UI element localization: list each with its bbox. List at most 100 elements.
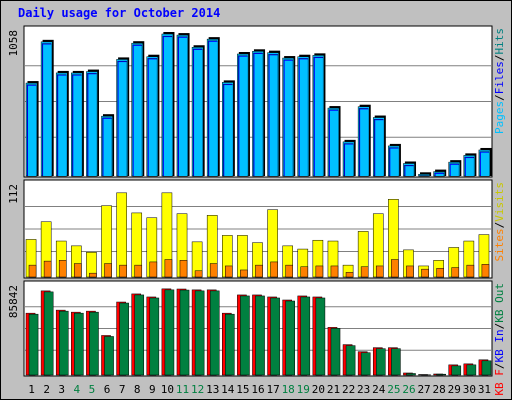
kb-in-bar xyxy=(406,373,416,376)
legend-visits-sites: Sites/Visits xyxy=(493,182,506,262)
chart-title: Daily usage for October 2014 xyxy=(18,6,221,20)
kb-in-bar xyxy=(104,336,114,376)
pages-bar xyxy=(284,60,293,176)
legend-kbytes: KB F/KB In/KB Out xyxy=(493,283,506,396)
pages-bar xyxy=(239,56,248,177)
x-tick-label: 31 xyxy=(478,383,491,396)
pages-bar xyxy=(435,173,444,176)
legend-entry: / xyxy=(493,222,506,229)
pages-bar xyxy=(405,166,414,176)
x-tick-label: 14 xyxy=(221,383,235,396)
pages-bar xyxy=(314,58,323,177)
sites-bar xyxy=(360,266,369,278)
x-tick-label: 12 xyxy=(191,383,204,396)
pages-bar xyxy=(133,45,142,176)
x-tick-label: 17 xyxy=(266,383,279,396)
legend-entry: KB F xyxy=(493,369,506,396)
pages-bar xyxy=(103,118,112,176)
kb-in-bar xyxy=(134,294,145,376)
pages-bar xyxy=(480,152,489,176)
sites-bar xyxy=(225,265,233,278)
kb-in-bar xyxy=(436,373,446,376)
kb-in-bar xyxy=(391,348,401,376)
pages-bar xyxy=(254,53,263,176)
pages-bar xyxy=(269,55,278,177)
pages-bar xyxy=(209,41,218,177)
sites-bar xyxy=(28,264,37,278)
kb-in-bar xyxy=(360,352,371,376)
kb-in-bar xyxy=(119,302,129,376)
legend-hits-files-pages: Pages/Files/Hits xyxy=(493,28,506,134)
x-tick-label: 29 xyxy=(448,383,461,396)
x-tick-label: 27 xyxy=(417,383,430,396)
x-tick-label: 18 xyxy=(282,383,295,396)
pages-bar xyxy=(148,59,157,176)
x-tick-label: 24 xyxy=(372,383,386,396)
x-tick-label: 5 xyxy=(89,383,96,396)
sites-bar xyxy=(436,268,444,278)
sites-bar xyxy=(406,265,414,278)
kb-in-bar xyxy=(58,310,69,376)
x-tick-label: 8 xyxy=(134,383,141,396)
sites-bar xyxy=(270,261,278,278)
pages-bar xyxy=(58,75,67,176)
x-tick-label: 9 xyxy=(149,383,156,396)
x-tick-label: 2 xyxy=(43,383,50,396)
kb-in-bar xyxy=(209,290,220,376)
sites-bar xyxy=(255,264,263,278)
sites-bar xyxy=(481,264,490,278)
kb-in-bar xyxy=(466,364,477,376)
kb-in-bar xyxy=(375,348,386,376)
legend-entry: KB In xyxy=(493,329,506,362)
sites-bar xyxy=(179,260,188,278)
x-tick-label: 7 xyxy=(119,383,126,396)
kb-in-bar xyxy=(255,295,265,376)
sites-bar xyxy=(89,272,97,278)
x-tick-label: 3 xyxy=(58,383,65,396)
sites-bar xyxy=(451,267,460,278)
sites-bar xyxy=(149,261,158,278)
x-tick-label: 28 xyxy=(433,383,446,396)
visits-bar xyxy=(116,192,127,278)
kb-in-bar xyxy=(179,289,190,376)
pages-bar xyxy=(118,62,127,176)
kb-in-bar xyxy=(164,289,175,376)
kb-in-bar xyxy=(451,365,462,376)
legend-entry: / xyxy=(493,94,506,101)
pages-bar xyxy=(450,164,459,176)
sites-bar xyxy=(315,265,324,278)
kb-in-bar xyxy=(285,300,295,376)
x-tick-label: 23 xyxy=(357,383,370,396)
pages-bar xyxy=(329,110,339,176)
kb-in-bar xyxy=(89,311,99,376)
x-tick-label: 20 xyxy=(312,383,325,396)
kb-in-bar xyxy=(240,295,250,376)
legend-entry: Files xyxy=(493,61,506,94)
kb-in-bar xyxy=(315,297,326,376)
pages-bar xyxy=(43,44,52,176)
pages-bar xyxy=(73,75,82,176)
x-tick-label: 21 xyxy=(327,383,340,396)
sites-bar xyxy=(43,260,52,278)
pages-bar xyxy=(28,85,37,176)
y-max-label: 112 xyxy=(7,184,20,204)
y-max-label: 85842 xyxy=(7,285,20,318)
kb-in-bar xyxy=(43,291,54,376)
sites-bar xyxy=(421,268,429,278)
x-tick-label: 4 xyxy=(74,383,81,396)
y-max-label: 1058 xyxy=(7,30,20,57)
legend-entry: KB Out xyxy=(493,283,506,323)
kb-in-bar xyxy=(300,296,311,376)
legend-entry: / xyxy=(493,55,506,62)
pages-bar xyxy=(375,120,384,176)
pages-bar xyxy=(390,148,399,176)
sites-bar xyxy=(209,263,218,278)
x-tick-label: 6 xyxy=(104,383,111,396)
legend-entry: Sites xyxy=(493,228,506,261)
sites-bar xyxy=(466,264,475,278)
legend-entry: Hits xyxy=(493,28,506,55)
sites-bar xyxy=(300,266,309,278)
legend-entry: / xyxy=(493,323,506,330)
legend-entry: Pages xyxy=(493,101,506,134)
kb-in-bar xyxy=(194,290,205,376)
